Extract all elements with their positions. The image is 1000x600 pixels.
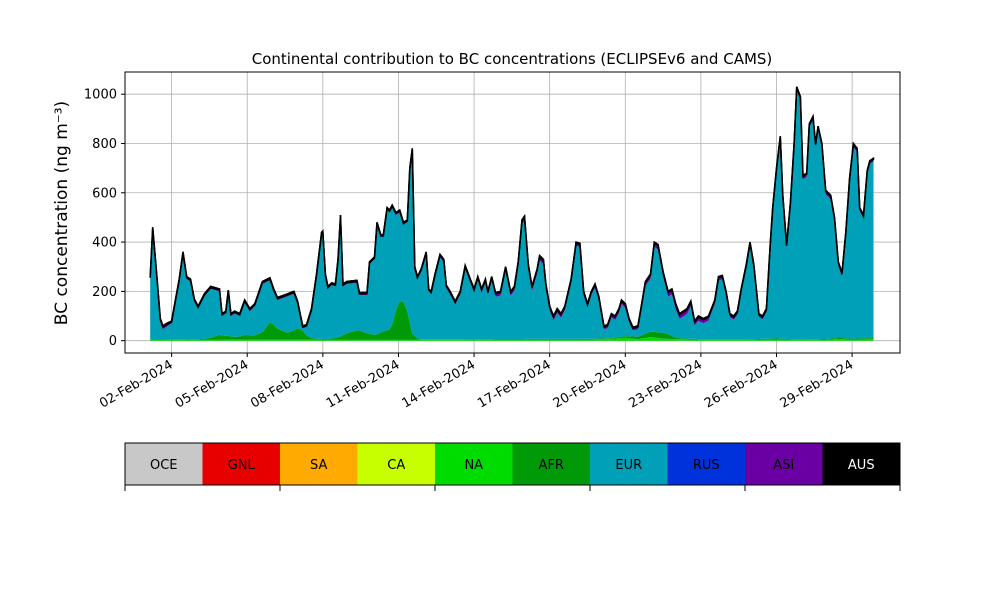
legend-swatch-gnl: [202, 443, 280, 485]
legend-label: SA: [310, 458, 327, 473]
legend-swatch-eur: [590, 443, 668, 485]
stacked-areas: [149, 86, 875, 341]
legend-swatch-oce: [125, 443, 203, 485]
legend-swatch-aus: [822, 443, 900, 485]
legend-label: CA: [387, 458, 405, 473]
y-tick-label: 200: [92, 285, 117, 300]
legend-label: RUS: [693, 458, 720, 473]
legend-label: EUR: [615, 458, 642, 473]
legend-label: AUS: [848, 458, 875, 473]
x-axis: 02-Feb-202405-Feb-202408-Feb-202411-Feb-…: [97, 353, 856, 411]
legend-label: ASI: [773, 458, 794, 473]
y-tick-label: 800: [92, 137, 117, 152]
area-eur: [150, 90, 874, 340]
total-line: [149, 86, 874, 328]
axes-box: [124, 71, 901, 354]
legend-label: AFR: [539, 458, 564, 473]
x-tick-label: 14-Feb-2024: [400, 357, 479, 411]
y-tick-label: 600: [92, 186, 117, 201]
y-axis-label: BC concentration (ng m⁻³): [52, 101, 72, 325]
legend-label: OCE: [150, 458, 178, 473]
legend-swatch-rus: [667, 443, 745, 485]
y-axis: 0 200 400 600 800 1000: [84, 88, 125, 349]
area-na: [150, 337, 874, 341]
x-tick-label: 02-Feb-2024: [97, 357, 176, 411]
legend: OCE GNL SA CA NA AFR EUR RUS ASI AUS: [124, 442, 901, 491]
y-tick-label: 0: [109, 334, 117, 349]
chart-title: Continental contribution to BC concentra…: [252, 50, 773, 68]
legend-border: [124, 442, 901, 486]
legend-label: GNL: [228, 458, 256, 473]
legend-swatch-sa: [280, 443, 358, 485]
legend-swatch-ca: [357, 443, 435, 485]
x-tick-label: 08-Feb-2024: [248, 357, 327, 411]
legend-swatch-na: [435, 443, 513, 485]
y-tick-label: 400: [92, 236, 117, 251]
grid-lines: [125, 72, 900, 353]
legend-swatch-asi: [745, 443, 823, 485]
legend-swatch-afr: [512, 443, 590, 485]
y-tick-label: 1000: [84, 88, 117, 103]
x-tick-label: 05-Feb-2024: [173, 357, 252, 411]
x-tick-label: 29-Feb-2024: [778, 357, 857, 411]
x-tick-label: 26-Feb-2024: [702, 357, 781, 411]
legend-label: NA: [464, 458, 483, 473]
x-tick-label: 17-Feb-2024: [475, 357, 554, 411]
area-afr: [150, 301, 874, 340]
x-tick-label: 23-Feb-2024: [626, 357, 705, 411]
x-tick-label: 20-Feb-2024: [551, 357, 630, 411]
x-tick-label: 11-Feb-2024: [324, 357, 403, 411]
plot-frame: [124, 71, 901, 354]
